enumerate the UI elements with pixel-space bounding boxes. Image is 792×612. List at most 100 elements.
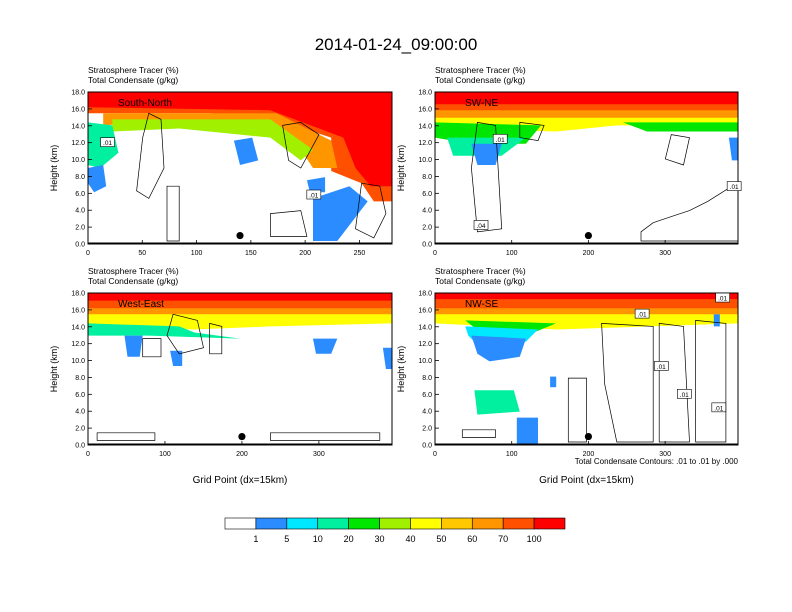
y-tick-label: 8.0 — [422, 174, 432, 181]
contour-label-text: .01 — [309, 193, 318, 200]
y-tick-label: 6.0 — [422, 191, 432, 198]
colorbar-swatch — [286, 517, 319, 530]
condensate-contour — [461, 429, 496, 438]
tracer-fill-region — [516, 417, 538, 445]
contour-label-text: .01 — [718, 296, 727, 303]
y-tick-label: 18.0 — [418, 90, 432, 97]
condensate-contour — [355, 182, 387, 239]
y-axis-label: Height (km) — [49, 346, 59, 393]
contour-label: .01 — [634, 308, 650, 319]
contour-label: .04 — [473, 220, 489, 230]
panel-south-north: .01 .01 South-North Stratosphere Tracer (%)… — [49, 65, 393, 257]
plot-frame — [434, 292, 739, 446]
condensate-contour — [601, 323, 654, 443]
tracer-fill-region — [88, 323, 240, 339]
tracer-fill-region — [435, 92, 738, 108]
condensate-contour — [142, 338, 162, 358]
colorbar-tick-label: 70 — [498, 534, 508, 544]
x-tick-label: 0 — [433, 250, 437, 257]
plot-area — [435, 293, 738, 445]
terrain-line — [435, 443, 738, 445]
x-tick-label: 200 — [236, 451, 248, 458]
y-tick-label: 10.0 — [71, 358, 85, 365]
plot-area — [88, 92, 392, 244]
y-tick-label: 6.0 — [75, 191, 85, 198]
contour-label: .01 — [677, 389, 692, 399]
contour-label: .01 — [726, 181, 742, 191]
y-tick-label: 12.0 — [418, 341, 432, 348]
y-tick-label: 10.0 — [71, 157, 85, 164]
y-tick-label: 10.0 — [418, 157, 432, 164]
colorbar-swatch — [533, 517, 566, 530]
x-tick-label: 100 — [159, 451, 171, 458]
colorbar-tick-label: 20 — [344, 534, 354, 544]
x-tick-label: 200 — [583, 451, 595, 458]
terrain-line — [435, 242, 738, 244]
condensate-contour — [136, 112, 165, 199]
panel-header-condensate: Total Condensate (g/kg) — [88, 276, 178, 286]
condensate-contour — [209, 322, 223, 355]
condensate-contour — [658, 323, 690, 443]
x-tick-label: 100 — [506, 451, 518, 458]
panel-header-condensate: Total Condensate (g/kg) — [88, 75, 178, 85]
x-tick-label: 0 — [433, 451, 437, 458]
y-tick-label: 16.0 — [71, 106, 85, 113]
y-axis-label: Height (km) — [396, 145, 406, 192]
tracer-fill-region — [713, 314, 720, 327]
panel-label: SW-NE — [465, 98, 498, 109]
x-tick-label: 300 — [659, 451, 671, 458]
tracer-fill-region — [233, 137, 259, 165]
tracer-fill-region — [728, 137, 738, 161]
tracer-fill-region — [435, 299, 738, 312]
condensate-contour — [270, 432, 381, 441]
tracer-fill-region — [88, 165, 107, 193]
colorbar-tick-label: 40 — [405, 534, 415, 544]
y-tick-label: 4.0 — [75, 409, 85, 416]
x-tick-label: 0 — [86, 451, 90, 458]
panel-header-tracer: Stratosphere Tracer (%) — [88, 65, 179, 75]
location-marker — [584, 231, 593, 240]
condensate-contour — [270, 210, 308, 237]
plot-frame — [434, 91, 739, 245]
contour-label: .01 — [492, 133, 508, 144]
y-tick-label: 14.0 — [418, 324, 432, 331]
contour-label: .01 — [711, 402, 727, 412]
panel-header-condensate: Total Condensate (g/kg) — [435, 276, 525, 286]
condensate-contour — [282, 122, 320, 169]
tracer-fill-region — [88, 314, 392, 330]
x-axis-label: Grid Point (dx=15km) — [193, 475, 288, 486]
colorbar-tick-label: 50 — [436, 534, 446, 544]
colorbar: 1 5 10 20 30 40 50 60 70 100 — [224, 517, 566, 544]
y-tick-label: 16.0 — [71, 307, 85, 314]
contour-label-text: .01 — [714, 405, 723, 412]
y-tick-label: 12.0 — [71, 140, 85, 147]
plot-area — [88, 293, 392, 445]
colorbar-tick-label: 100 — [527, 534, 542, 544]
tracer-fill-region — [124, 335, 143, 357]
y-tick-label: 0.0 — [75, 443, 85, 450]
x-tick-label: 50 — [138, 250, 146, 257]
y-tick-label: 12.0 — [71, 341, 85, 348]
y-tick-label: 6.0 — [75, 392, 85, 399]
tracer-fill-region — [313, 338, 338, 354]
y-tick-label: 0.0 — [422, 443, 432, 450]
y-tick-label: 16.0 — [418, 106, 432, 113]
condensate-contour — [640, 182, 738, 242]
colorbar-swatch — [224, 517, 257, 530]
location-marker — [238, 432, 246, 441]
contour-label: .01 — [653, 361, 669, 371]
colorbar-swatch — [471, 517, 504, 530]
tracer-fill-region — [88, 92, 392, 187]
x-tick-label: 250 — [354, 250, 366, 257]
colorbar-swatch — [317, 517, 349, 530]
contour-label: .01 — [715, 292, 730, 303]
terrain-line — [88, 242, 392, 244]
terrain-line — [88, 443, 392, 445]
tracer-fill-region — [435, 110, 738, 120]
panels-layer: .01 .01 South-North Stratosphere Tracer (%)… — [49, 65, 742, 486]
contour-label-text: .01 — [730, 184, 739, 191]
panel-nw-se: .01 .01 .01 .01 .01 NW-SE Stratosphere Tracer … — [396, 266, 739, 486]
x-tick-label: 100 — [191, 250, 203, 257]
tracer-fill-region — [306, 177, 326, 193]
colorbar-tick-label: 10 — [313, 534, 323, 544]
